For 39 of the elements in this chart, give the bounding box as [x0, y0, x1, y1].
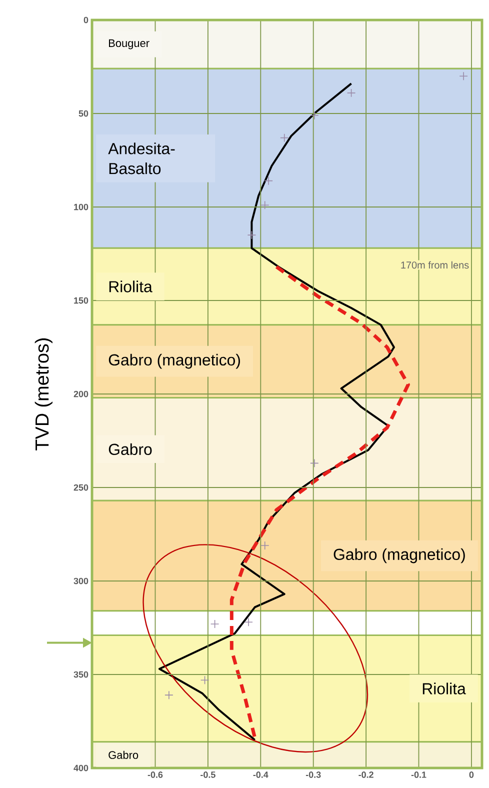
point	[280, 133, 289, 142]
y-tick-label: 300	[74, 578, 88, 584]
band-label: Riolita	[422, 682, 466, 694]
x-tick-label: -0.1	[411, 772, 426, 778]
point	[244, 618, 253, 627]
band-label: Gabro	[108, 443, 152, 456]
annotation: 170m from lens	[401, 261, 469, 269]
point	[210, 620, 220, 628]
point	[459, 72, 468, 80]
y-tick-label: 100	[74, 204, 88, 210]
y-tick-label: 400	[74, 764, 88, 772]
band-label: Riolita	[109, 280, 152, 292]
band-label: Andesita-Basalto	[108, 142, 175, 174]
point	[346, 88, 356, 98]
band-label: Bouguer	[109, 39, 150, 50]
band-label: Gabro (magnetico)	[334, 548, 465, 564]
x-tick-label: -0.5	[200, 772, 216, 778]
band-label: Gabro	[108, 750, 138, 759]
point	[264, 176, 273, 186]
y-tick-label: 150	[74, 297, 88, 304]
y-tick-label: 0	[84, 16, 88, 24]
x-tick-label: -0.2	[358, 772, 374, 778]
point	[247, 230, 256, 240]
point	[310, 458, 319, 468]
y-tick-label: 350	[74, 671, 88, 678]
band-label: Gabro (magnetico)	[108, 354, 240, 369]
point	[200, 676, 210, 685]
y-tick-label: 200	[74, 390, 88, 398]
point	[260, 200, 270, 210]
y-axis-title: TVD (metros)	[34, 338, 52, 450]
point	[260, 541, 270, 550]
x-tick-label: -0.4	[253, 772, 268, 778]
y-tick-label: 250	[74, 484, 88, 491]
point	[164, 690, 174, 700]
y-tick-label: 50	[78, 110, 88, 117]
x-tick-label: -0.6	[148, 772, 163, 778]
x-tick-label: -0.3	[306, 772, 321, 778]
point	[310, 110, 319, 120]
x-tick-label: 0	[469, 772, 474, 778]
